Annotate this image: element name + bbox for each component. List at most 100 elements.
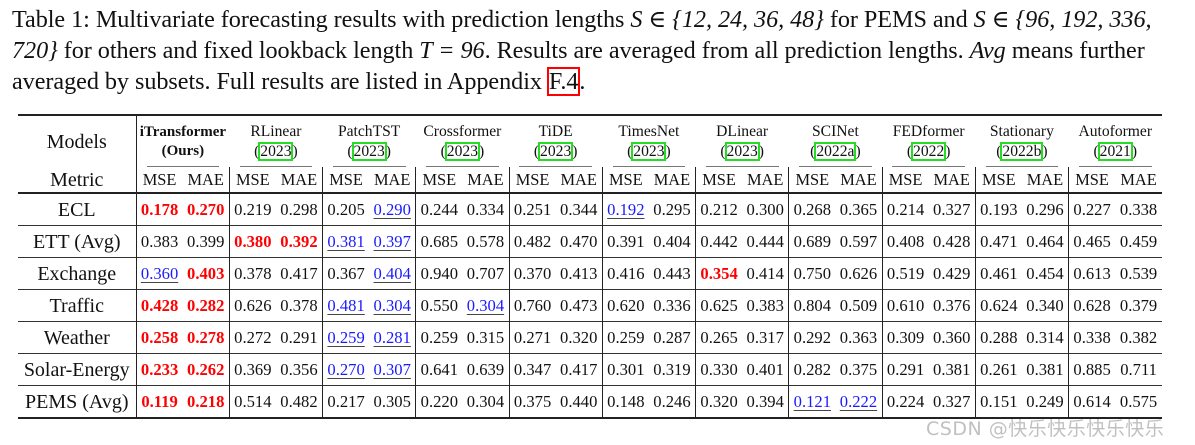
table-cell: 0.344 (555, 192, 603, 226)
value-cell: 0.685 (420, 231, 458, 251)
value-cell: 0.482 (513, 231, 552, 251)
value-cell: 0.626 (839, 263, 878, 283)
value-cell: 0.625 (700, 295, 738, 315)
citation-year-link[interactable]: 2023 (538, 142, 574, 161)
citation: (2023) (441, 142, 485, 161)
table-cell: 0.376 (928, 289, 976, 322)
models-label: Models (46, 131, 107, 153)
metric-mse: MSE (508, 167, 556, 193)
citation-year-link[interactable]: 2022a (814, 142, 857, 161)
value-cell: 0.639 (466, 359, 505, 379)
caption-text: for PEMS and (823, 6, 974, 33)
citation-year-link[interactable]: 2022 (911, 142, 947, 161)
value-cell: 0.246 (653, 391, 691, 411)
best-value-cell: 0.258 (140, 327, 179, 347)
second-best-value-cell: 0.304 (373, 295, 411, 315)
appendix-link[interactable]: F.4 (546, 67, 581, 96)
value-cell: 0.413 (560, 263, 598, 283)
table-cell: 0.408 (881, 225, 929, 258)
table-cell: 0.381 (1021, 353, 1069, 386)
table-cell: 0.249 (1021, 385, 1069, 418)
table-cell: 0.192 (601, 192, 649, 226)
value-cell: 0.212 (700, 199, 738, 219)
table-cell: 0.707 (462, 257, 510, 290)
value-cell: 0.444 (746, 231, 784, 251)
caption-prefix: Table 1: Multivariate forecasting result… (12, 6, 631, 33)
table-cell: 0.334 (462, 192, 510, 226)
value-cell: 0.319 (653, 359, 691, 379)
citation-year-link[interactable]: 2021 (1097, 142, 1133, 161)
second-best-value-cell: 0.397 (373, 231, 411, 251)
value-cell: 0.265 (700, 327, 738, 347)
table-cell: 0.689 (788, 225, 836, 258)
table-cell: 0.641 (415, 353, 463, 386)
citation-paren: ) (478, 143, 485, 160)
table-cell: 0.624 (974, 289, 1022, 322)
citation: (2022a) (810, 142, 861, 161)
table-cell: 0.282 (182, 289, 230, 322)
table-cell: 0.391 (601, 225, 649, 258)
table-cell: 0.309 (881, 321, 929, 354)
value-cell: 0.193 (980, 199, 1018, 219)
value-cell: 0.414 (746, 263, 784, 283)
metric-mae: MAE (373, 170, 411, 189)
value-cell: 0.320 (700, 391, 738, 411)
value-cell: 0.628 (1073, 295, 1111, 315)
citation-year-link[interactable]: 2023 (724, 142, 760, 161)
second-best-value-cell: 0.307 (373, 359, 411, 379)
value-cell: 0.370 (513, 263, 552, 283)
table-cell: 0.290 (369, 192, 416, 226)
caption-text: . Results are averaged from all predicti… (484, 37, 970, 64)
table-cell: 0.392 (275, 225, 323, 258)
table-cell: 0.282 (788, 353, 836, 386)
metric-mae: MAE (1026, 170, 1064, 189)
citation-year-link[interactable]: 2023 (631, 142, 667, 161)
value-cell: 0.514 (234, 391, 272, 411)
model-name: DLinear (716, 123, 769, 140)
model-header-crossformer: Crossformer (2023) (416, 116, 509, 167)
value-cell: 0.454 (1026, 263, 1064, 283)
value-cell: 0.416 (607, 263, 645, 283)
table-cell: 0.383 (135, 225, 183, 258)
value-cell: 0.271 (513, 327, 552, 347)
citation-year-link[interactable]: 2023 (258, 142, 294, 161)
caption-avg-emphasis: Avg (969, 37, 1006, 64)
value-cell: 0.327 (933, 199, 971, 219)
value-cell: 0.314 (1026, 327, 1064, 347)
citation-paren: ( (254, 143, 260, 160)
value-cell: 0.365 (839, 199, 878, 219)
value-cell: 0.375 (513, 391, 552, 411)
cmidrule (985, 166, 1059, 167)
metric-mse: MSE (1068, 167, 1116, 193)
table-cell: 0.440 (555, 385, 603, 418)
table-cell: 0.271 (508, 321, 556, 354)
watermark: CSDN @快乐快乐快乐快乐 (926, 418, 1165, 440)
value-cell: 0.482 (280, 391, 318, 411)
table-cell: 0.220 (415, 385, 463, 418)
value-cell: 0.249 (1026, 391, 1064, 411)
caption-math-other-lengths: S ∈ {96, 192, 336, 720} (12, 6, 1152, 64)
citation-year-link[interactable]: 2022b (1000, 142, 1044, 161)
table-cell: 0.246 (648, 385, 696, 418)
citation-year-link[interactable]: 2023 (351, 142, 387, 161)
citation-paren: ( (533, 143, 540, 160)
metric-mae: MAE (840, 170, 877, 189)
dataset-label: Exchange (18, 257, 137, 290)
value-cell: 0.288 (980, 327, 1018, 347)
value-cell: 0.404 (653, 231, 691, 251)
table-cell: 0.360 (928, 321, 976, 354)
value-cell: 0.327 (933, 391, 971, 411)
value-cell: 0.429 (933, 263, 971, 283)
table-cell: 0.379 (1115, 289, 1162, 322)
table-cell: 0.288 (974, 321, 1022, 354)
best-value-cell: 0.428 (140, 295, 179, 315)
value-cell: 0.291 (280, 327, 318, 347)
value-cell: 0.295 (653, 199, 691, 219)
table-cell: 0.270 (322, 353, 370, 386)
table-cell: 0.278 (182, 321, 230, 354)
citation-year-link[interactable]: 2023 (444, 142, 480, 161)
table-cell: 0.429 (928, 257, 976, 290)
value-cell: 0.750 (793, 263, 831, 283)
table-cell: 0.482 (275, 385, 323, 418)
value-cell: 0.613 (1073, 263, 1111, 283)
